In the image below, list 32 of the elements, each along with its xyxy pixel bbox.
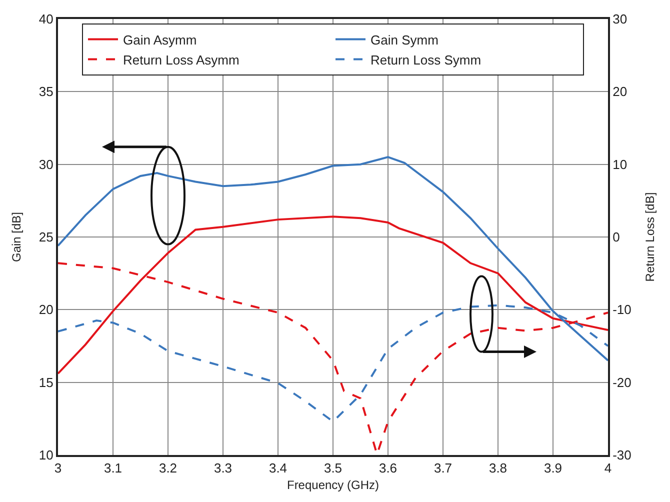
y2-tick-label: -10 xyxy=(612,302,632,318)
legend-label: Gain Asymm xyxy=(123,32,197,48)
y2-tick-label: 30 xyxy=(612,12,628,27)
x-tick-label: 3.5 xyxy=(324,460,342,476)
x-tick-label: 3.6 xyxy=(378,460,398,476)
y-tick-label: 25 xyxy=(38,230,54,245)
legend-label: Gain Symm xyxy=(370,32,438,48)
y-axis-title: Gain [dB] xyxy=(10,212,24,262)
x-tick-label: 4 xyxy=(604,460,612,476)
x-tick-label: 3.7 xyxy=(434,460,452,476)
y-tick-label: 20 xyxy=(38,302,54,318)
x-tick-label: 3 xyxy=(54,460,62,476)
x-tick-label: 3.8 xyxy=(488,460,508,476)
legend-label: Return Loss Symm xyxy=(370,52,482,68)
y-tick-label: 30 xyxy=(38,156,54,172)
y2-tick-label: -20 xyxy=(612,374,632,390)
y2-tick-label: -30 xyxy=(612,448,632,463)
x-tick-label: 3.9 xyxy=(544,460,562,476)
y2-tick-label: 10 xyxy=(612,156,628,172)
x-tick-label: 3.4 xyxy=(268,460,288,476)
y-tick-label: 15 xyxy=(38,374,54,390)
x-tick-label: 3.3 xyxy=(214,460,232,476)
y2-tick-label: 0 xyxy=(612,230,620,245)
y-tick-label: 10 xyxy=(38,448,54,463)
y2-tick-label: 20 xyxy=(612,84,628,100)
x-tick-label: 3.1 xyxy=(104,460,122,476)
legend-label: Return Loss Asymm xyxy=(123,52,240,68)
y2-axis-title: Return Loss [dB] xyxy=(642,192,657,282)
x-axis-title: Frequency (GHz) xyxy=(286,478,380,492)
y-tick-label: 35 xyxy=(38,84,54,100)
x-tick-label: 3.2 xyxy=(158,460,178,476)
y-tick-label: 40 xyxy=(38,12,54,27)
